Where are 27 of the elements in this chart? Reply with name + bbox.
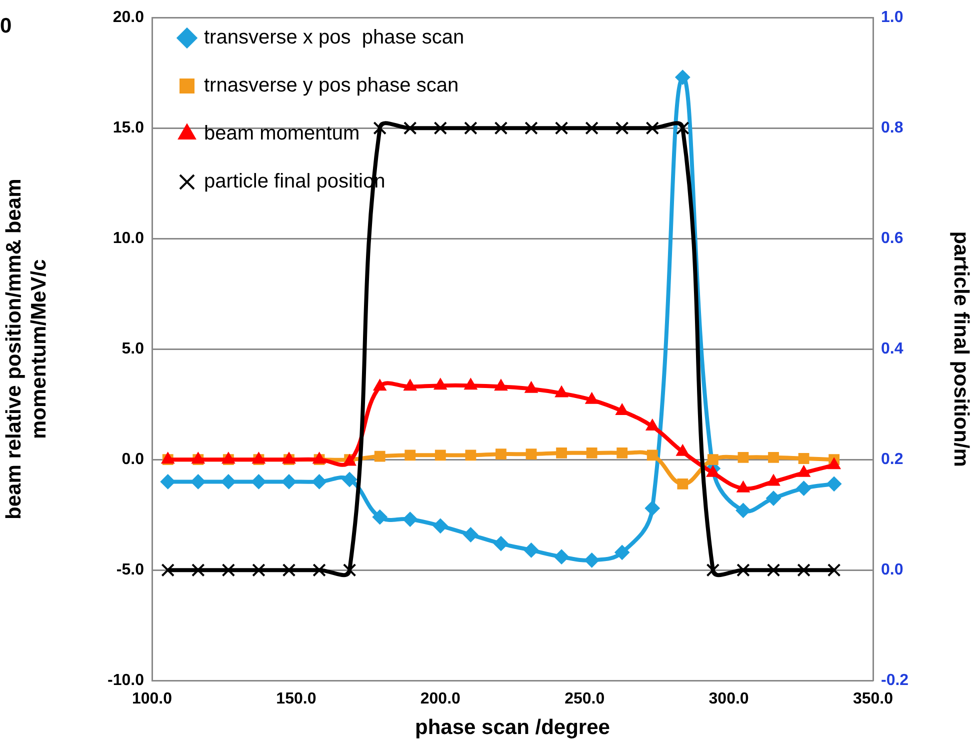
x-tick-label: 100.0	[132, 690, 172, 708]
y2-tick-label: 0.0	[881, 562, 904, 579]
y2-tick-label: 0.4	[881, 340, 904, 358]
x-tick-label: 200.0	[420, 690, 461, 708]
legend-label: transverse x pos phase scan	[204, 26, 464, 49]
y-tick-label: -10.0	[108, 672, 144, 690]
y2-axis-title: particle final position/m	[950, 231, 973, 467]
x-tick-label: 150.0	[276, 690, 316, 708]
y-tick-label: 5.0	[122, 340, 144, 358]
y-tick-label: 10.0	[112, 230, 144, 248]
y-tick-label: 20.0	[112, 9, 144, 26]
x-tick-label: 350.0	[852, 690, 894, 708]
y2-tick-label: -0.2	[881, 672, 909, 690]
text: 0	[0, 14, 12, 38]
y-axis-title: beam relative position/mm& beam momentum/MeV/c	[2, 178, 51, 520]
y2-tick-label: 0.8	[881, 120, 904, 137]
y-tick-label: 0.0	[122, 451, 144, 468]
y-tick-label: 15.0	[112, 120, 144, 137]
x-tick-label: 250.0	[564, 690, 605, 708]
legend-label: trnasverse y pos phase scan	[204, 74, 459, 97]
y-tick-label: -5.0	[116, 562, 144, 579]
x-axis-title: phase scan /degree	[415, 716, 610, 740]
y2-tick-label: 0.6	[881, 230, 904, 248]
legend-label: beam momentum	[204, 122, 360, 145]
y2-tick-label: 0.2	[881, 451, 904, 468]
y2-tick-label: 1.0	[881, 9, 904, 26]
x-tick-label: 300.0	[708, 690, 749, 708]
